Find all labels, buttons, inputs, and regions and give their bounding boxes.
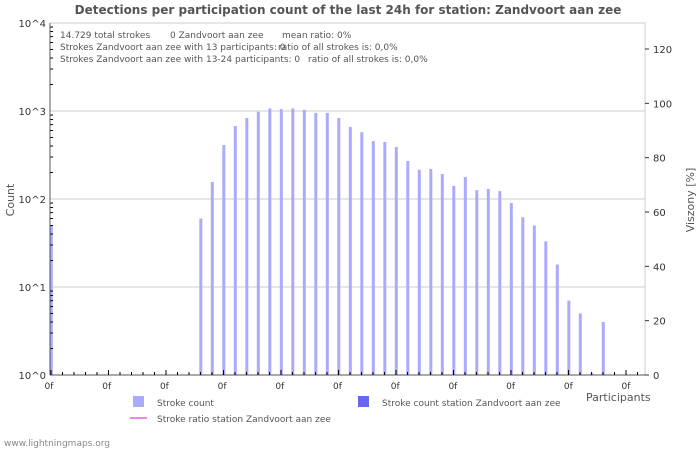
- bar-stroke-count: [417, 169, 421, 375]
- bar-stroke-count: [325, 112, 329, 375]
- legend-ratio: Stroke ratio station Zandvoort aan zee: [157, 415, 331, 425]
- x-tick-label: 0f: [275, 382, 285, 392]
- bar-stroke-count: [383, 141, 387, 375]
- y-axis-label: Count: [4, 183, 17, 216]
- y2-tick-label: 120: [653, 45, 672, 56]
- legend-stroke-count: Stroke count: [157, 399, 214, 409]
- bar-stroke-count: [314, 112, 318, 375]
- bar-stroke-count: [567, 300, 571, 375]
- footer-link[interactable]: www.lightningmaps.org: [4, 439, 110, 449]
- legend-swatch-station-count: [358, 396, 369, 407]
- y2-tick-label: 80: [653, 154, 666, 165]
- x-tick-label: 0f: [391, 382, 401, 392]
- bar-stroke-count: [233, 126, 237, 375]
- x-tick-label: 0f: [622, 382, 632, 392]
- y2-tick-label: 100: [653, 99, 672, 110]
- bar-stroke-count: [371, 141, 375, 375]
- bar-stroke-count: [360, 132, 364, 375]
- x-tick-label: 0f: [333, 382, 343, 392]
- x-tick-label: 0f: [102, 382, 112, 392]
- bar-stroke-count: [475, 190, 479, 375]
- chart-title: Detections per participation count of th…: [75, 3, 622, 17]
- bar-stroke-count: [509, 203, 513, 375]
- bar-stroke-count: [406, 161, 410, 375]
- y2-tick-label: 20: [653, 317, 666, 328]
- x-tick-label: 0f: [448, 382, 458, 392]
- y-tick-label: 10^1: [19, 283, 46, 294]
- bar-stroke-count: [521, 217, 525, 375]
- bar-stroke-count: [210, 182, 214, 375]
- y2-axis-label: Viszony [%]: [684, 168, 697, 233]
- info-13: Strokes Zandvoort aan zee with 13 partic…: [60, 43, 286, 53]
- y-tick-label: 10^3: [19, 107, 46, 118]
- info-13-24: Strokes Zandvoort aan zee with 13-24 par…: [60, 55, 300, 65]
- bar-stroke-count: [578, 313, 582, 375]
- x-tick-label: 0f: [160, 382, 170, 392]
- bar-stroke-count: [256, 111, 260, 376]
- bar-stroke-count: [440, 174, 444, 375]
- bar-stroke-count: [555, 264, 559, 375]
- bar-stroke-count: [291, 108, 295, 375]
- y2-tick-label: 60: [653, 208, 666, 219]
- bar-stroke-count: [429, 168, 433, 375]
- bar-stroke-count: [394, 146, 398, 375]
- bar-stroke-count: [601, 322, 605, 375]
- bar-stroke-count: [532, 225, 536, 375]
- y2-tick-label: 0: [653, 371, 659, 382]
- y-tick-label: 10^4: [19, 19, 46, 30]
- y-tick-label: 10^2: [19, 195, 46, 206]
- info-station: 0 Zandvoort aan zee: [170, 31, 264, 41]
- x-axis-label: Participants: [586, 391, 651, 404]
- info-total: 14.729 total strokes: [60, 31, 150, 41]
- bar-stroke-count: [337, 118, 341, 375]
- x-tick-label: 0f: [506, 382, 516, 392]
- bar-stroke-count: [486, 188, 490, 375]
- bar-stroke-count: [452, 185, 456, 375]
- info-13-ratio: ratio of all strokes is: 0,0%: [278, 43, 398, 53]
- bar-stroke-count: [463, 176, 467, 375]
- bar-stroke-count: [245, 118, 249, 375]
- x-tick-label: 0f: [564, 382, 574, 392]
- bar-stroke-count: [544, 241, 548, 375]
- x-tick-label: 0f: [45, 382, 55, 392]
- y-tick-label: 10^0: [19, 371, 46, 382]
- bar-stroke-count: [302, 109, 306, 375]
- bar-stroke-count: [268, 108, 272, 375]
- info-mean: mean ratio: 0%: [282, 31, 352, 41]
- legend-swatch-stroke-count: [133, 396, 144, 407]
- bar-stroke-count: [498, 191, 502, 375]
- bar-stroke-count: [279, 109, 283, 375]
- legend-station-count: Stroke count station Zandvoort aan zee: [382, 399, 561, 409]
- x-tick-label: 0f: [218, 382, 228, 392]
- bar-stroke-count: [222, 145, 226, 375]
- y2-tick-label: 40: [653, 262, 666, 273]
- bar-stroke-count: [348, 126, 352, 376]
- info-13-24-ratio: ratio of all strokes is: 0,0%: [308, 55, 428, 65]
- bar-stroke-count: [199, 218, 203, 375]
